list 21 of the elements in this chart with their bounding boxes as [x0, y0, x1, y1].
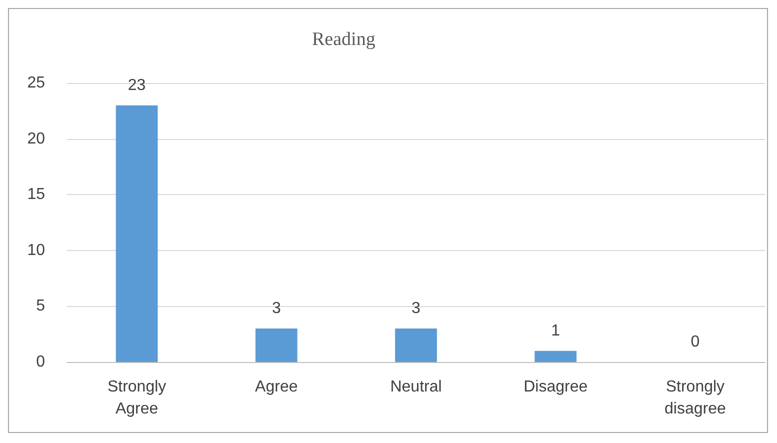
- bar: [255, 328, 298, 362]
- data-label: 3: [272, 300, 281, 318]
- y-tick-label: 10: [27, 242, 46, 259]
- x-tick-label: Strongly Agree: [107, 378, 166, 418]
- chart-title: Reading: [312, 29, 376, 50]
- bar: [534, 350, 577, 362]
- data-label: 1: [551, 322, 560, 340]
- x-tick-label: Strongly disagree: [664, 378, 726, 418]
- y-tick-label: 15: [27, 186, 46, 204]
- data-label: 0: [690, 334, 700, 350]
- data-label: 23: [128, 76, 146, 94]
- y-tick-label: 0: [36, 354, 46, 370]
- y-tick-label: 25: [27, 74, 46, 92]
- x-tick-label: Disagree: [524, 378, 588, 396]
- data-label: 3: [412, 300, 421, 318]
- x-tick-label: Agree: [255, 378, 298, 396]
- y-tick-label: 20: [27, 130, 46, 148]
- bar: [116, 105, 158, 362]
- bar: [395, 328, 437, 362]
- y-tick-label: 5: [36, 298, 46, 315]
- x-tick-label: Neutral: [390, 378, 442, 396]
